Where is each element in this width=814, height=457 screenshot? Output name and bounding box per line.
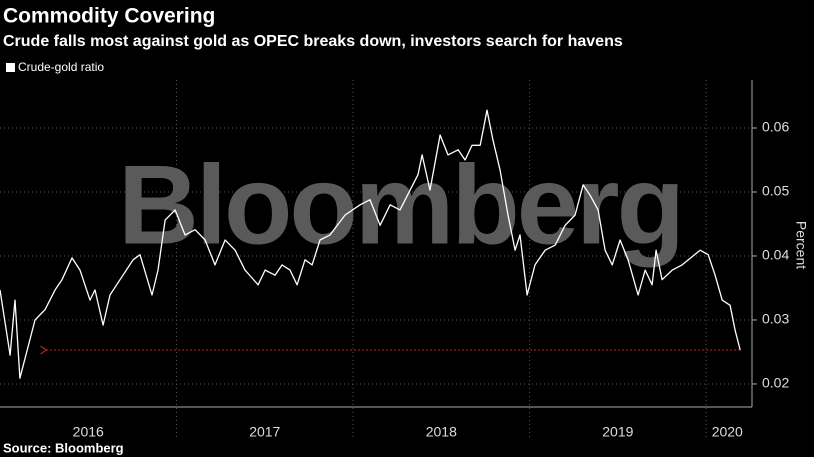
x-tick-label: 2017 (249, 424, 280, 440)
y-axis-label: Percent (793, 221, 809, 269)
y-tick-label: 0.05 (762, 183, 789, 199)
x-tick-label: 2018 (426, 424, 457, 440)
y-tick-label: 0.02 (762, 375, 789, 391)
y-tick-label: 0.06 (762, 119, 789, 135)
chart-subtitle: Crude falls most against gold as OPEC br… (3, 33, 623, 50)
legend-label: Crude-gold ratio (18, 60, 104, 74)
x-tick-label: 2019 (602, 424, 633, 440)
y-tick-label: 0.04 (762, 247, 789, 263)
y-tick-label: 0.03 (762, 311, 789, 327)
legend-swatch (6, 63, 15, 72)
source: Source: Bloomberg (3, 440, 124, 455)
watermark: Bloomberg (118, 143, 682, 268)
x-tick-label: 2016 (73, 424, 104, 440)
chart-title: Commodity Covering (3, 5, 215, 28)
data-line (0, 109, 741, 379)
x-tick-label: 2020 (712, 424, 743, 440)
